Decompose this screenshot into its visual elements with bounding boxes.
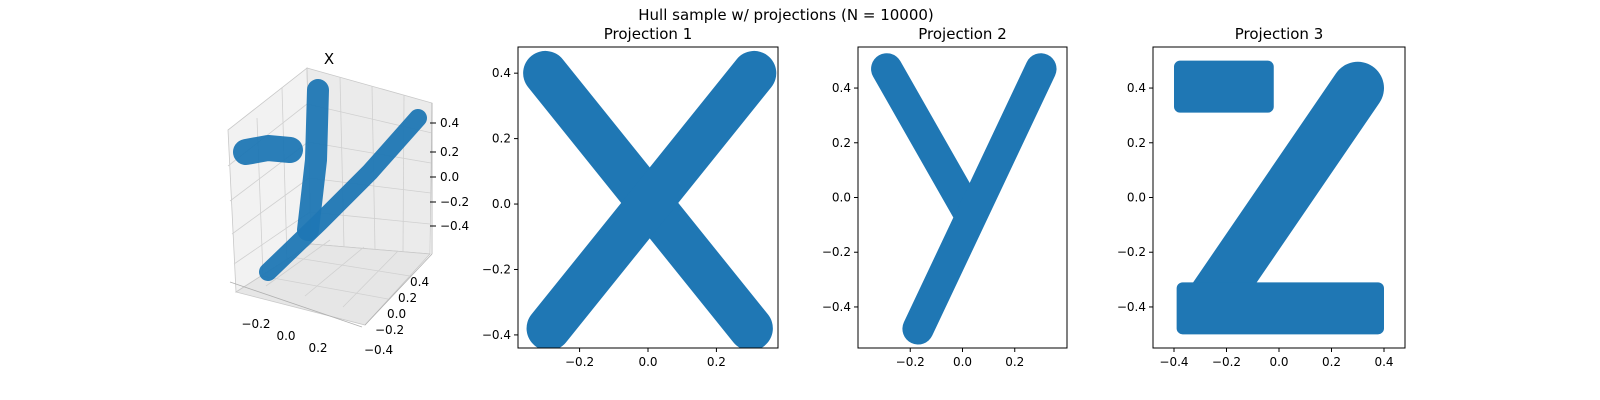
point-block-2: [1176, 282, 1384, 335]
y-tick-label: −0.4: [482, 328, 511, 342]
y-tick-label: 0.2: [1127, 136, 1146, 150]
z-tick-label: −0.2: [440, 195, 469, 209]
y-tick-label: 0.4: [832, 81, 851, 95]
x-tick-label: 0.4: [1374, 355, 1393, 369]
scatter-points: [1174, 60, 1384, 335]
y-tick-label: 0.0: [832, 191, 851, 205]
z-tick-label: 0.2: [440, 145, 459, 159]
y-tick-label: 0.2: [492, 132, 511, 146]
x-tick-label: −0.4: [1159, 355, 1188, 369]
panel-projection-1: Projection 1 −0.2 0.0 0.2 −0.4 −0.2 0.0 0.2 0.4: [482, 25, 779, 369]
x-tick-label: 0.2: [1005, 355, 1024, 369]
y-tick-label: 0.0: [492, 197, 511, 211]
y-tick-label: −0.4: [364, 343, 393, 357]
panel-projection-3: Projection 3 −0.4 −0.2 0.0 0.2 0.4 −0.4 −0.2 0.0…: [1117, 25, 1406, 369]
x-tick-label: 0.0: [953, 355, 972, 369]
panel-3d-title: X: [324, 50, 334, 68]
x-tick-label: 0.2: [1322, 355, 1341, 369]
y-tick-label: −0.2: [822, 245, 851, 259]
panel-title: Projection 1: [604, 25, 692, 43]
point-band-2: [902, 53, 1057, 345]
x-tick-label: −0.2: [241, 317, 270, 331]
z-tick-label: −0.4: [440, 219, 469, 233]
panel-3d: X: [227, 50, 469, 357]
y-tick-label: 0.0: [387, 307, 406, 321]
panel-3d-points: [233, 79, 427, 281]
figure-title: Hull sample w/ projections (N = 10000): [638, 6, 934, 24]
z-tick-label: 0.4: [440, 116, 459, 130]
y-tick-label: −0.4: [1117, 300, 1146, 314]
x-tick-label: 0.2: [707, 355, 726, 369]
scatter-points: [523, 50, 777, 348]
panel-title: Projection 3: [1235, 25, 1323, 43]
x-tick-label: 0.0: [1269, 355, 1288, 369]
y-tick-label: 0.4: [1127, 81, 1146, 95]
y-tick-label: 0.2: [832, 136, 851, 150]
x-tick-label: −0.2: [1212, 355, 1241, 369]
x-tick-label: −0.2: [565, 355, 594, 369]
y-tick-label: 0.2: [398, 291, 417, 305]
x-tick-label: 0.0: [276, 329, 295, 343]
point-band-1: [297, 79, 329, 241]
y-tick-label: −0.4: [822, 300, 851, 314]
panel-title: Projection 2: [918, 25, 1006, 43]
point-band-2: [526, 50, 777, 348]
x-tick-label: 0.0: [638, 355, 657, 369]
y-tick-label: −0.2: [482, 262, 511, 276]
x-tick-label: −0.2: [896, 355, 925, 369]
scatter-points: [871, 53, 1057, 345]
y-tick-label: 0.4: [492, 66, 511, 80]
z-tick-label: 0.0: [440, 170, 459, 184]
x-tick-label: 0.2: [308, 341, 327, 355]
panel-projection-2: Projection 2 −0.2 0.0 0.2 −0.4 −0.2 0.0 0.2 0.4: [822, 25, 1068, 369]
point-band-1: [1181, 61, 1384, 334]
y-tick-label: −0.2: [375, 323, 404, 337]
y-tick-label: −0.2: [1117, 245, 1146, 259]
panel-3d-axes: [229, 103, 433, 328]
y-tick-label: 0.0: [1127, 191, 1146, 205]
point-band-3: [233, 135, 303, 165]
point-band-1: [871, 53, 984, 227]
y-tick-label: 0.4: [410, 275, 429, 289]
point-block-1: [1174, 60, 1274, 113]
point-band-2: [259, 109, 427, 281]
